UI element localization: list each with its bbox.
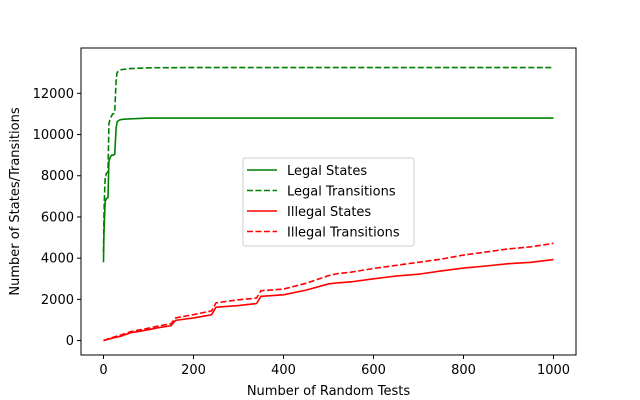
x-tick-label: 0 [99,363,107,378]
plot-lines [102,66,554,342]
x-tick-label: 600 [361,363,386,378]
x-tick-label: 400 [271,363,296,378]
x-axis-label: Number of Random Tests [247,384,411,399]
y-axis-label: Number of States/Transitions [8,107,23,295]
y-tick-label: 8000 [41,169,74,184]
series-line-illegal-states [103,258,554,342]
legend-label: Legal Transitions [287,185,396,200]
x-tick-label: 1000 [537,363,570,378]
y-tick-label: 12000 [33,87,74,102]
y-axis: 0 2000 4000 6000 8000 10000 12000 [33,87,81,349]
legend: Legal States Legal Transitions Illegal Sta… [242,157,415,247]
y-tick-label: 4000 [41,252,74,267]
series-line-legal-transitions [102,66,554,252]
y-tick-label: 2000 [41,293,74,308]
x-tick-label: 200 [181,363,206,378]
y-tick-label: 6000 [41,210,74,225]
plot-frame [80,47,577,356]
x-tick-label: 800 [451,363,476,378]
series-line-illegal-transitions [103,242,554,342]
series-line-legal-states [102,117,554,263]
legend-label: Illegal Transitions [287,226,400,241]
y-tick-label: 0 [66,334,74,349]
legend-label: Legal States [287,164,367,179]
y-tick-label: 10000 [33,128,74,143]
legend-label: Illegal States [287,205,371,220]
legend-box [242,157,415,247]
x-axis: 0 200 400 600 800 1000 [99,355,570,378]
